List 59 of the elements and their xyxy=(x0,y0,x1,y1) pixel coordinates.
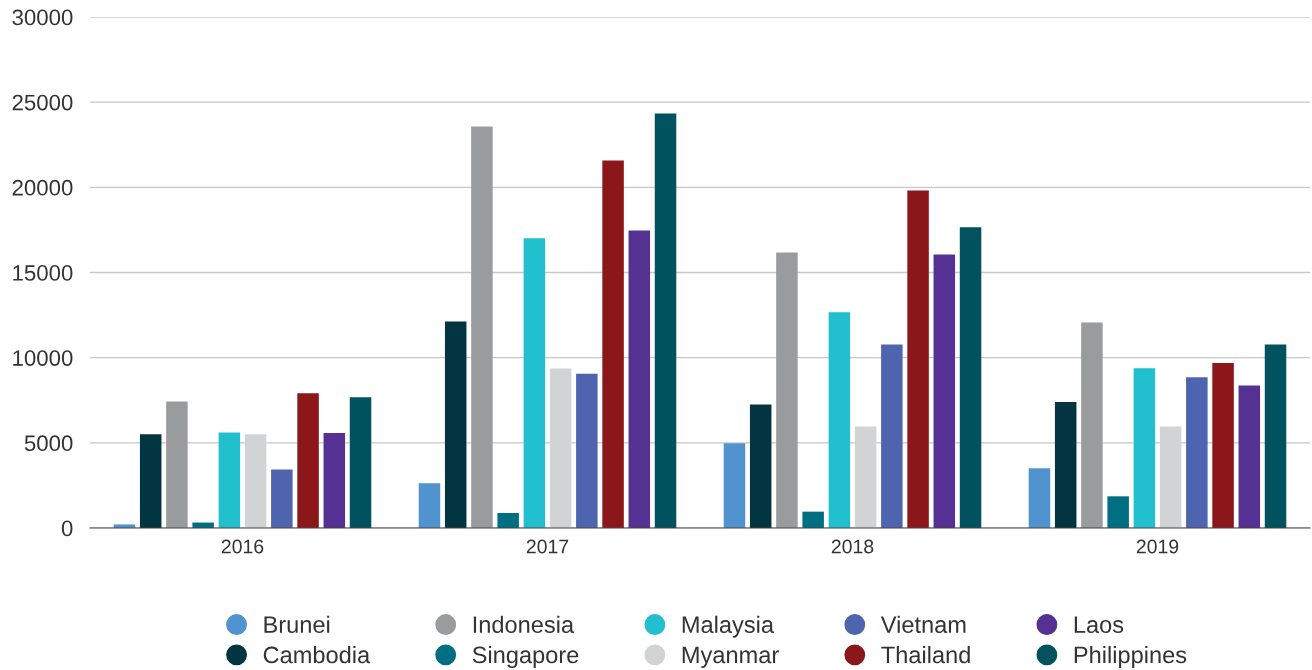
legend-label: Indonesia xyxy=(473,615,575,634)
bar xyxy=(497,513,519,528)
y-tick-label: 10000 xyxy=(13,350,73,366)
bar xyxy=(418,483,441,528)
bar xyxy=(444,321,467,528)
bar xyxy=(907,190,929,528)
bar xyxy=(1028,468,1051,528)
bar xyxy=(471,126,493,528)
bar xyxy=(854,426,877,528)
y-tick-label: 25000 xyxy=(12,94,73,111)
bar xyxy=(1186,377,1208,528)
bar xyxy=(723,443,746,528)
bar xyxy=(297,393,319,528)
legend-label: Vietnam xyxy=(880,615,966,634)
bar xyxy=(933,254,956,528)
y-tick-label: 20000 xyxy=(12,179,73,196)
legend-label: Cambodia xyxy=(263,645,371,664)
bar xyxy=(802,511,824,528)
legend-label: Malaysia xyxy=(682,615,775,638)
bar xyxy=(1264,344,1287,528)
bar xyxy=(1054,402,1077,528)
bar xyxy=(523,238,546,528)
bar xyxy=(323,433,346,528)
bar xyxy=(628,230,651,528)
bar xyxy=(776,252,798,528)
bar xyxy=(959,227,982,528)
legend-label: Laos xyxy=(1074,616,1124,634)
bar xyxy=(1107,496,1129,528)
legend-label: Brunei xyxy=(264,615,330,634)
bar xyxy=(654,113,677,528)
y-tick-label: 5000 xyxy=(24,435,73,452)
bar xyxy=(1212,363,1234,528)
bar xyxy=(549,368,572,528)
bar xyxy=(1238,385,1261,528)
bar xyxy=(576,373,598,528)
x-tick-label: 2016 xyxy=(221,539,264,554)
bar xyxy=(166,401,188,528)
bar xyxy=(1133,368,1156,528)
bar xyxy=(1159,426,1182,528)
x-tick-label: 2017 xyxy=(526,539,569,554)
bar xyxy=(271,469,293,528)
bar xyxy=(881,344,903,528)
y-tick-label: 0 xyxy=(61,520,73,537)
bar xyxy=(218,432,241,528)
legend-label: Thailand xyxy=(881,645,970,664)
y-tick-label: 15000 xyxy=(13,265,73,281)
x-tick-label: 2019 xyxy=(1136,539,1179,554)
legend-label: Myanmar xyxy=(682,646,779,668)
legend-label: Philippines xyxy=(1074,645,1187,668)
x-tick-label: 2018 xyxy=(831,539,874,554)
bar xyxy=(749,404,772,528)
y-tick-label: 30000 xyxy=(12,9,73,26)
legend-label: Singapore xyxy=(472,645,579,668)
bar xyxy=(139,434,162,528)
bar xyxy=(1081,322,1103,528)
bar xyxy=(349,397,372,528)
bar xyxy=(602,160,624,528)
bar xyxy=(244,434,267,528)
bar xyxy=(828,312,851,528)
